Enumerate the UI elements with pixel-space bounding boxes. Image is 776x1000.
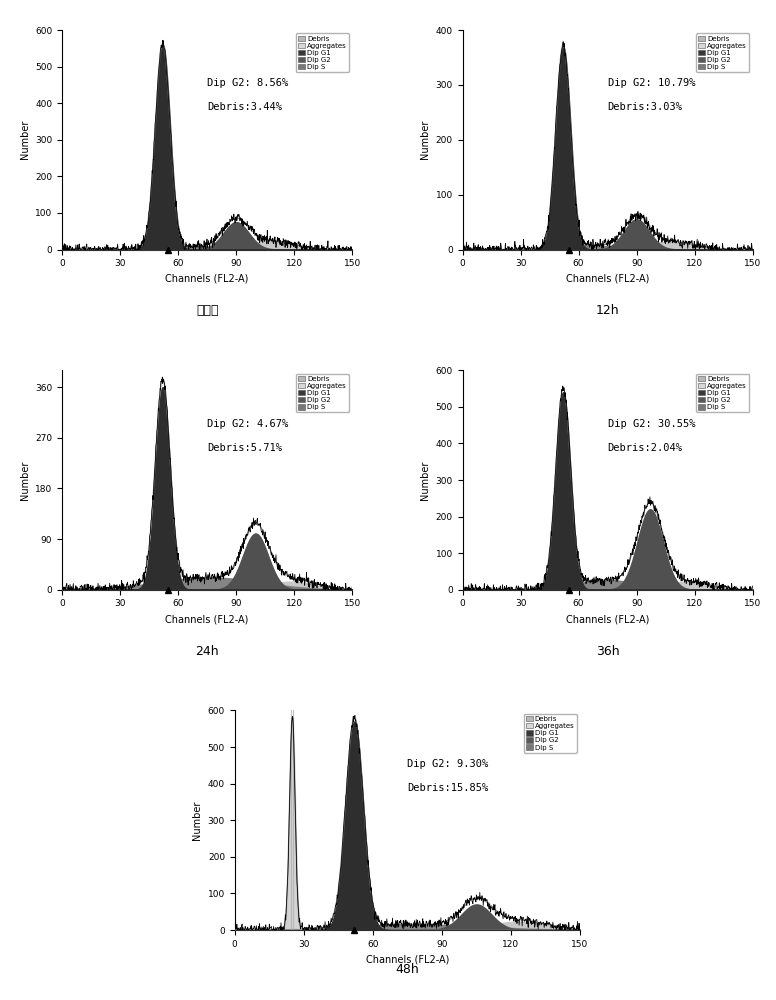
Text: Dip G2: 30.55%: Dip G2: 30.55% [608,419,695,429]
Legend: Debris, Aggregates, Dip G1, Dip G2, Dip S: Debris, Aggregates, Dip G1, Dip G2, Dip … [296,33,348,72]
X-axis label: Channels (FL2-A): Channels (FL2-A) [365,954,449,964]
Text: 36h: 36h [596,645,619,658]
Y-axis label: Number: Number [420,120,430,159]
X-axis label: Channels (FL2-A): Channels (FL2-A) [165,274,249,284]
Text: Debris:5.71%: Debris:5.71% [207,443,282,453]
X-axis label: Channels (FL2-A): Channels (FL2-A) [165,614,249,624]
Legend: Debris, Aggregates, Dip G1, Dip G2, Dip S: Debris, Aggregates, Dip G1, Dip G2, Dip … [696,374,750,412]
Text: Debris:3.44%: Debris:3.44% [207,102,282,112]
Text: 24h: 24h [196,645,219,658]
Y-axis label: Number: Number [19,460,29,500]
Text: Debris:2.04%: Debris:2.04% [608,443,683,453]
Text: Dip G2: 9.30%: Dip G2: 9.30% [407,759,489,769]
Text: 12h: 12h [596,304,619,317]
Text: 48h: 48h [396,963,419,976]
Text: Debris:3.03%: Debris:3.03% [608,102,683,112]
Legend: Debris, Aggregates, Dip G1, Dip G2, Dip S: Debris, Aggregates, Dip G1, Dip G2, Dip … [296,374,348,412]
Y-axis label: Number: Number [420,460,430,500]
Text: Dip G2: 8.56%: Dip G2: 8.56% [207,78,289,88]
Text: Dip G2: 4.67%: Dip G2: 4.67% [207,419,289,429]
Text: Dip G2: 10.79%: Dip G2: 10.79% [608,78,695,88]
X-axis label: Channels (FL2-A): Channels (FL2-A) [566,274,650,284]
Legend: Debris, Aggregates, Dip G1, Dip G2, Dip S: Debris, Aggregates, Dip G1, Dip G2, Dip … [696,33,750,72]
Text: Debris:15.85%: Debris:15.85% [407,783,489,793]
Legend: Debris, Aggregates, Dip G1, Dip G2, Dip S: Debris, Aggregates, Dip G1, Dip G2, Dip … [524,714,577,753]
X-axis label: Channels (FL2-A): Channels (FL2-A) [566,614,650,624]
Y-axis label: Number: Number [192,801,203,840]
Text: 空白组: 空白组 [196,304,218,317]
Y-axis label: Number: Number [19,120,29,159]
